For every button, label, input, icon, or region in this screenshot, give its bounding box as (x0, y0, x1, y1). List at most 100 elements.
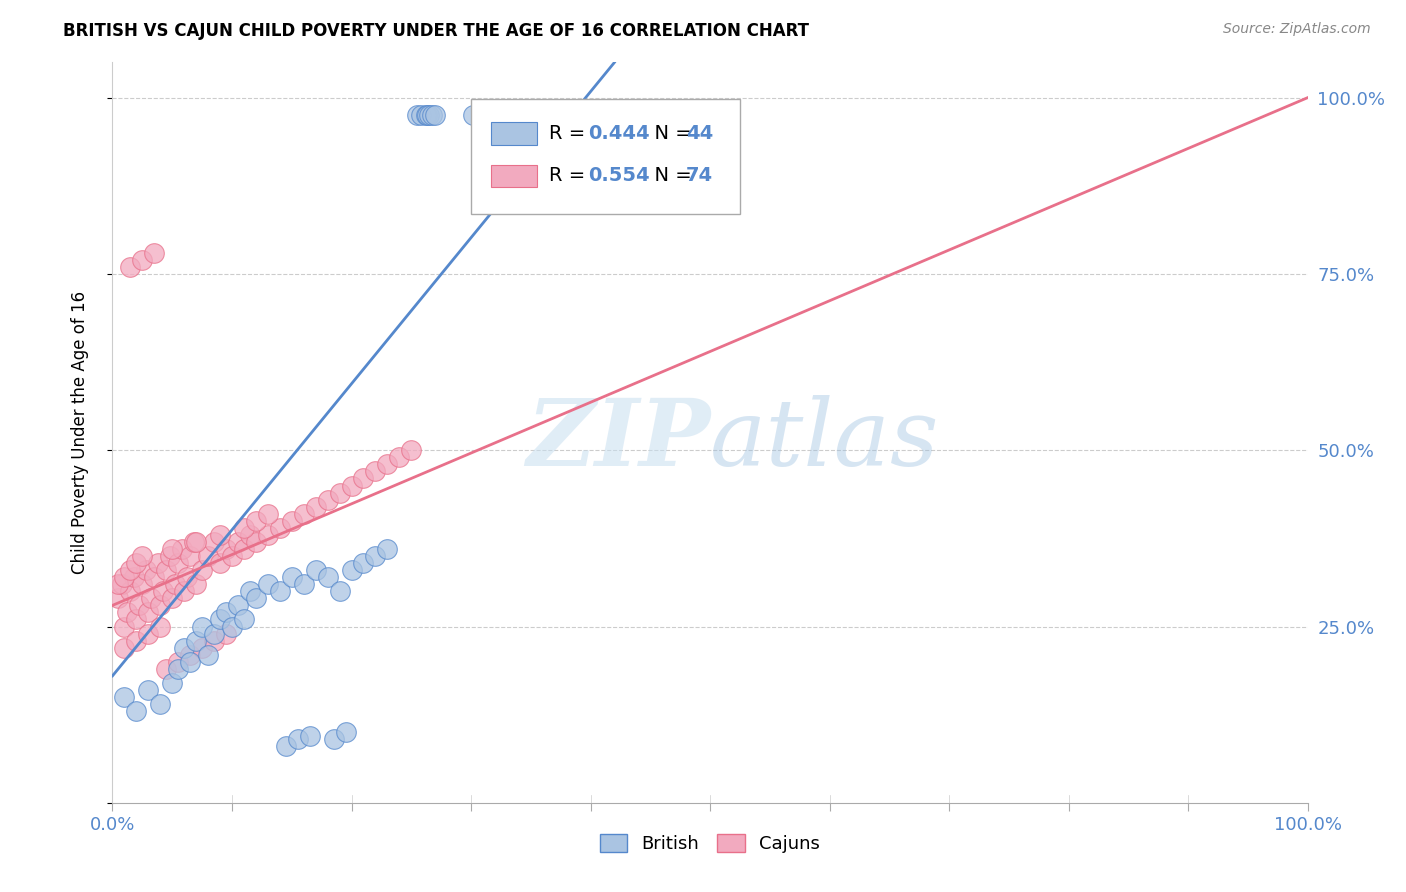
Point (245, 514, 267, 528)
Text: ZIP: ZIP (526, 395, 710, 485)
Point (191, 563, 214, 577)
Point (167, 662, 190, 676)
Point (298, 729, 321, 743)
Point (114, 690, 135, 704)
Point (215, 626, 238, 640)
Point (167, 655, 190, 669)
Text: 44: 44 (686, 124, 713, 143)
Point (197, 648, 219, 662)
Point (202, 535, 225, 549)
Point (122, 570, 145, 584)
Point (329, 584, 352, 599)
Point (209, 528, 232, 542)
Point (425, 108, 447, 122)
Point (257, 528, 280, 542)
Point (138, 683, 160, 698)
Point (377, 458, 399, 472)
Point (340, 563, 363, 577)
Point (125, 704, 148, 718)
Point (415, 108, 437, 122)
Point (352, 471, 374, 485)
Point (316, 492, 339, 507)
Point (305, 500, 328, 514)
Point (305, 563, 328, 577)
Point (115, 606, 138, 620)
Point (162, 541, 183, 556)
Point (239, 584, 262, 599)
Text: atlas: atlas (710, 395, 939, 485)
Point (233, 612, 256, 626)
Point (274, 739, 297, 754)
Point (215, 606, 238, 620)
Point (149, 619, 172, 633)
Point (226, 599, 249, 613)
Point (120, 260, 142, 274)
Point (388, 450, 411, 465)
Point (139, 591, 162, 606)
Point (526, 108, 548, 122)
Bar (491, 122, 537, 145)
Point (152, 584, 174, 599)
Point (167, 556, 190, 570)
Point (233, 521, 256, 535)
Point (111, 577, 134, 591)
Point (245, 591, 267, 606)
Point (202, 633, 225, 648)
Point (269, 521, 291, 535)
Point (163, 577, 186, 591)
Point (170, 541, 193, 556)
Text: R =: R = (548, 166, 591, 186)
Point (120, 584, 142, 599)
Point (191, 640, 214, 655)
Point (143, 570, 166, 584)
Point (221, 619, 243, 633)
Point (329, 485, 352, 500)
Text: N =: N = (643, 124, 697, 143)
Point (176, 570, 198, 584)
Point (364, 549, 387, 563)
Point (364, 464, 387, 478)
Text: 0.554: 0.554 (588, 166, 650, 186)
Point (287, 732, 309, 747)
Point (186, 535, 208, 549)
Point (463, 108, 485, 122)
Point (125, 556, 148, 570)
Point (131, 549, 153, 563)
Point (138, 606, 160, 620)
Point (292, 577, 315, 591)
Point (179, 549, 201, 563)
Point (406, 108, 429, 122)
Text: 0.444: 0.444 (588, 124, 650, 143)
Point (191, 619, 214, 633)
Point (209, 612, 232, 626)
Point (239, 528, 262, 542)
Point (107, 591, 129, 606)
Point (281, 514, 304, 528)
Point (292, 507, 315, 521)
Point (173, 584, 195, 599)
Point (269, 584, 291, 599)
Point (215, 541, 238, 556)
Point (131, 577, 153, 591)
Point (416, 108, 439, 122)
Point (245, 535, 267, 549)
Y-axis label: Child Poverty Under the Age of 16: Child Poverty Under the Age of 16 (70, 291, 89, 574)
Point (143, 245, 166, 260)
Point (114, 640, 135, 655)
Point (138, 626, 160, 640)
Point (149, 599, 172, 613)
Point (183, 535, 205, 549)
Point (186, 577, 208, 591)
Point (257, 577, 280, 591)
Point (233, 541, 256, 556)
Point (149, 697, 172, 711)
Point (179, 655, 201, 669)
Legend: British, Cajuns: British, Cajuns (593, 827, 827, 861)
Point (281, 570, 304, 584)
Point (322, 732, 344, 747)
Point (120, 563, 142, 577)
Point (221, 549, 243, 563)
Point (335, 725, 357, 739)
Point (114, 570, 135, 584)
Point (197, 549, 219, 563)
